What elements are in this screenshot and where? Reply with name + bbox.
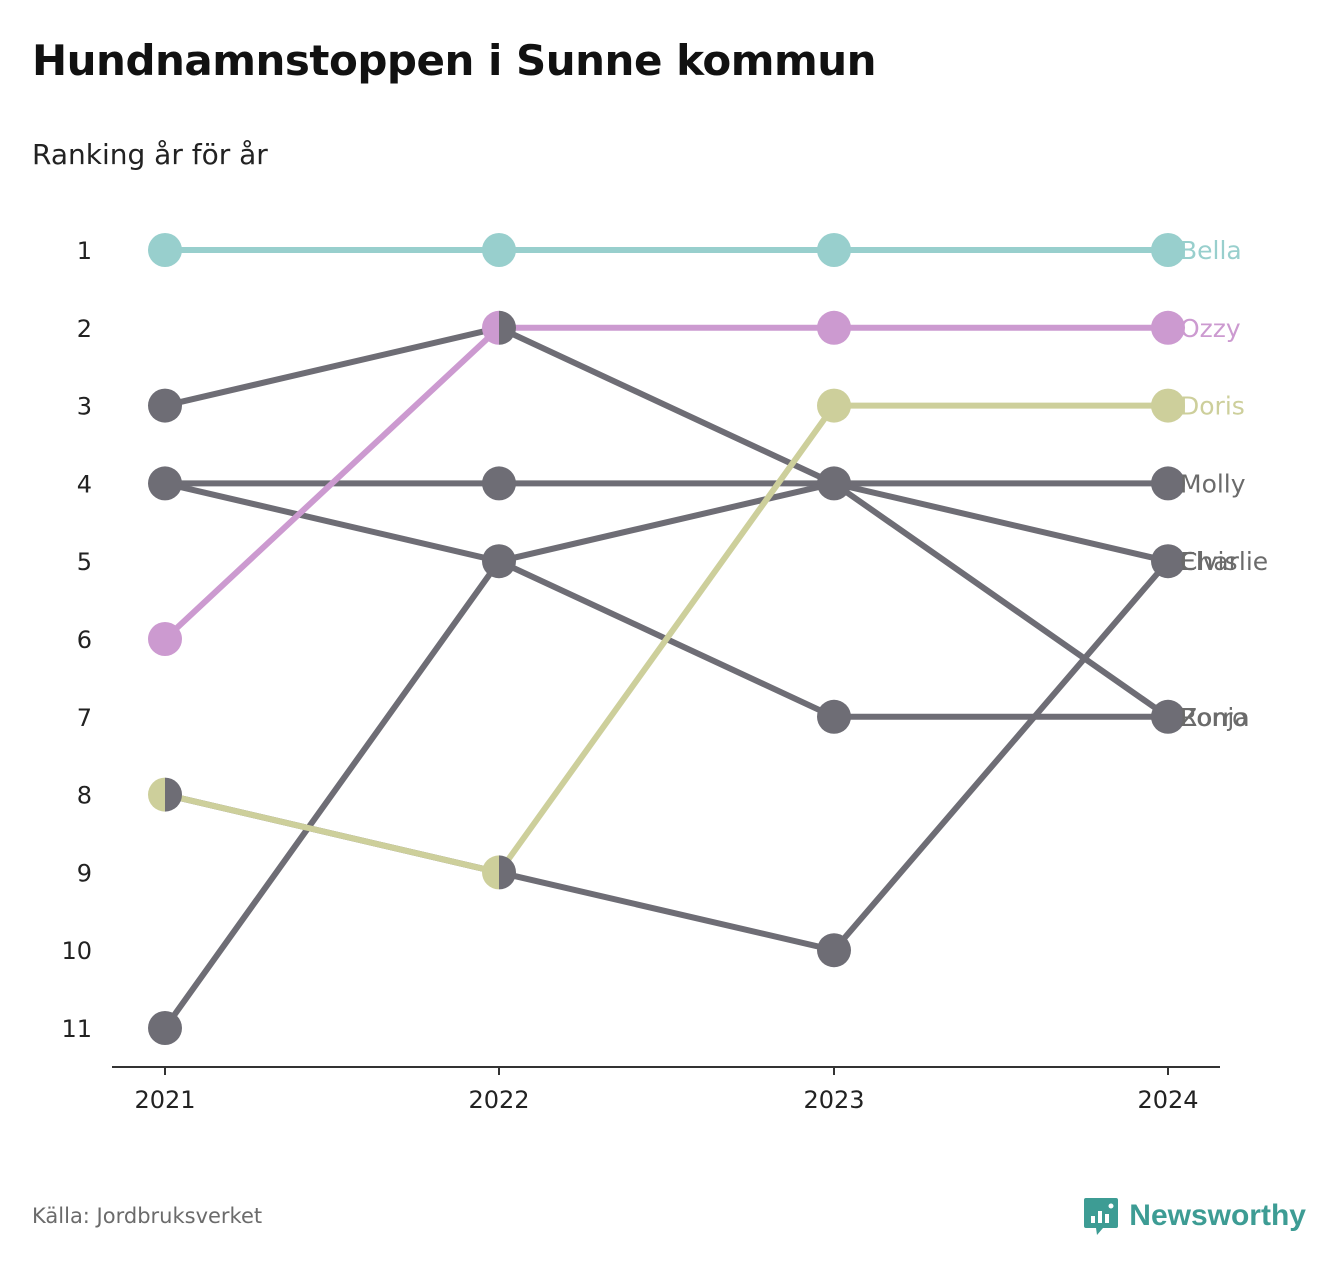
- y-tick-label-7: 7: [77, 704, 92, 732]
- chart-title: Hundnamnstoppen i Sunne kommun: [32, 36, 877, 85]
- series-label-charlie: Charlie: [1180, 547, 1268, 576]
- series-line-ronja: [162, 324, 1171, 720]
- series-label-molly: Molly: [1180, 469, 1246, 498]
- point-molly-elvis-ronja-2023: [817, 466, 851, 501]
- brand-logo[interactable]: Newsworthy: [1083, 1196, 1306, 1236]
- point-bella-2022: [482, 233, 516, 267]
- series-label-zorro: Zorro: [1180, 703, 1247, 732]
- series-line-doris: [162, 402, 1171, 876]
- point-ozzy-ronja-2022: [482, 310, 516, 345]
- series-lines: [162, 247, 1171, 1031]
- point-zorro-2023: [817, 699, 851, 734]
- brand-name: Newsworthy: [1129, 1199, 1306, 1232]
- y-tick-label-10: 10: [61, 937, 92, 965]
- point-half-right: [165, 777, 182, 812]
- series-label-ozzy: Ozzy: [1180, 314, 1241, 343]
- point-zorro-ronja-2024: [1151, 699, 1185, 734]
- series-label-elvis: Elvis: [1180, 547, 1238, 576]
- point-elvis-charlie-2024: [1151, 544, 1185, 579]
- point-doris-charlie-2022: [482, 855, 516, 890]
- y-tick-label-1: 1: [77, 237, 92, 265]
- axes: 1 2 3 4 5 6 7 8 9 10 11 2021 2022 2023 2024: [61, 237, 1220, 1114]
- y-tick-label-2: 2: [77, 315, 92, 343]
- series-label-ronja: Ronja: [1180, 703, 1250, 732]
- point-elvis-zorro-2022: [482, 544, 516, 579]
- point-elvis-2021: [148, 1011, 182, 1045]
- series-line-ozzy: [162, 324, 1171, 642]
- y-tick-label-4: 4: [77, 470, 92, 498]
- point-ozzy-2021: [148, 622, 182, 656]
- point-molly-2022: [482, 466, 516, 501]
- x-tick-label-2021: 2021: [134, 1086, 195, 1114]
- point-doris-2024: [1151, 388, 1185, 423]
- series-label-doris: Doris: [1180, 392, 1245, 421]
- series-line-zorro: [162, 480, 1171, 720]
- series-points: [148, 233, 1185, 1045]
- y-tick-label-11: 11: [61, 1015, 92, 1043]
- point-half-left: [482, 310, 499, 345]
- point-half-right: [499, 855, 516, 890]
- point-molly-2024: [1151, 466, 1185, 501]
- point-bella-2021: [148, 233, 182, 267]
- series-line-elvis: [162, 480, 1171, 1031]
- y-tick-label-3: 3: [77, 393, 92, 421]
- point-doris-2023: [817, 388, 851, 423]
- newsworthy-icon: [1084, 1198, 1119, 1235]
- point-charlie-2023: [817, 933, 851, 968]
- point-doris-charlie-2021: [148, 777, 182, 812]
- point-half-left: [482, 855, 499, 890]
- point-half-right: [499, 310, 516, 345]
- x-tick-label-2022: 2022: [468, 1086, 529, 1114]
- point-half-left: [148, 777, 165, 812]
- point-molly-zorro-2021: [148, 466, 182, 501]
- point-ozzy-2024: [1151, 310, 1185, 345]
- point-ozzy-2023: [817, 310, 851, 345]
- y-tick-label-5: 5: [77, 548, 92, 576]
- y-tick-label-9: 9: [77, 859, 92, 887]
- series-label-bella: Bella: [1180, 236, 1242, 265]
- x-tick-label-2024: 2024: [1137, 1086, 1198, 1114]
- series-line-charlie: [162, 558, 1171, 954]
- y-tick-label-6: 6: [77, 626, 92, 654]
- chart-subtitle: Ranking år för år: [32, 138, 268, 171]
- point-bella-2024: [1151, 233, 1185, 267]
- point-ronja-2021: [148, 388, 182, 423]
- point-bella-2023: [817, 233, 851, 267]
- x-tick-label-2023: 2023: [803, 1086, 864, 1114]
- source-note: Källa: Jordbruksverket: [32, 1204, 263, 1228]
- y-tick-label-8: 8: [77, 782, 92, 810]
